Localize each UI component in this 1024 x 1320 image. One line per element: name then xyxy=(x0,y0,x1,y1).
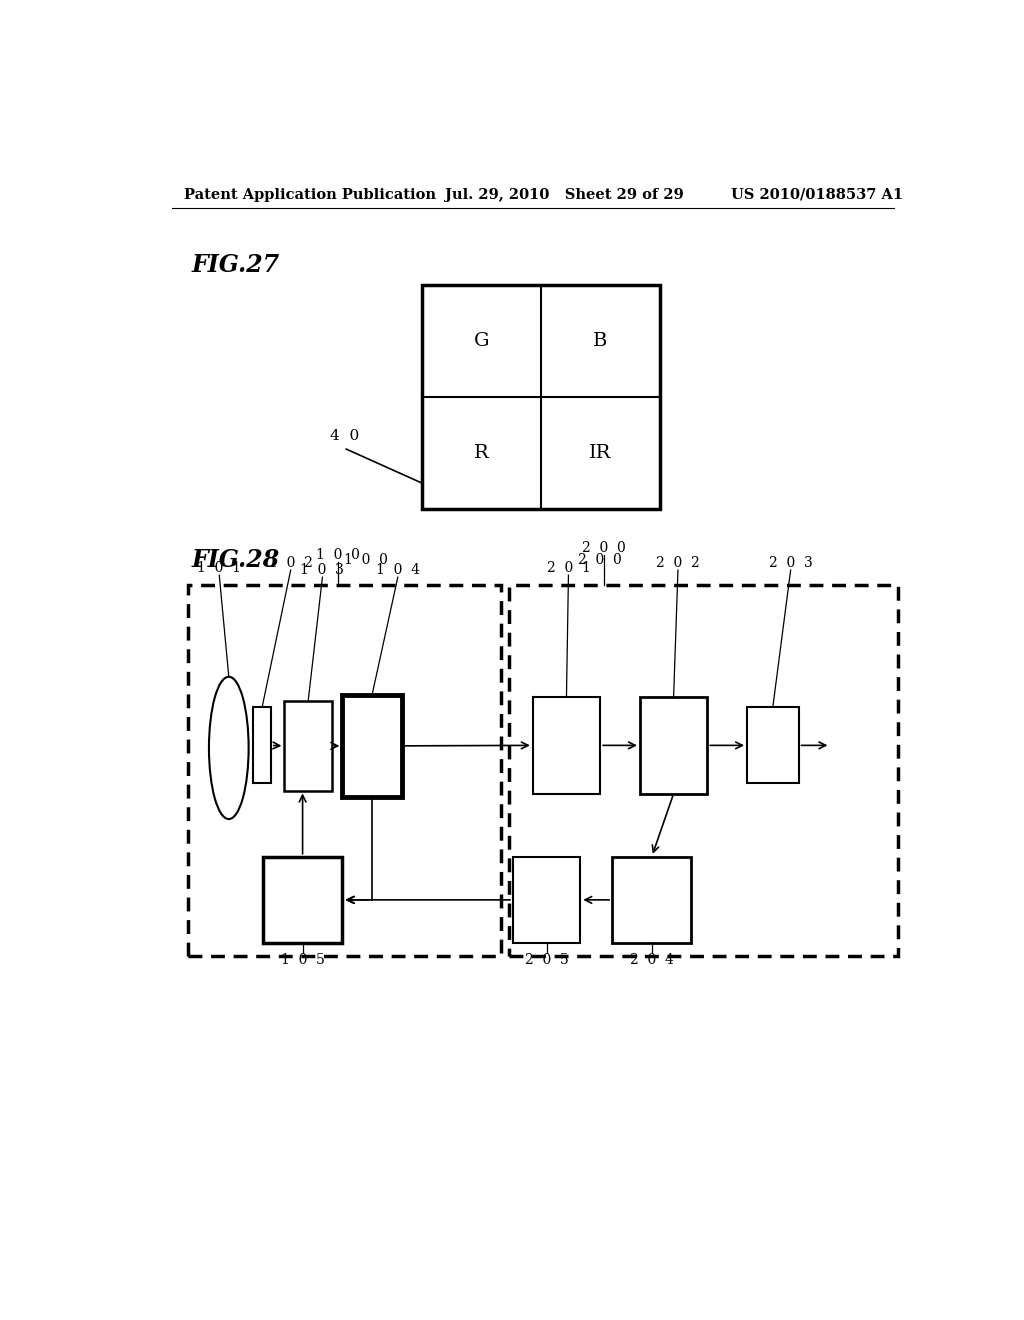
Bar xyxy=(612,857,691,942)
Text: 2  0  3: 2 0 3 xyxy=(769,556,812,570)
Text: 2  0  5: 2 0 5 xyxy=(524,953,568,968)
Bar xyxy=(422,285,659,510)
Text: 1  0  2: 1 0 2 xyxy=(268,556,312,570)
Text: B: B xyxy=(593,333,607,350)
Bar xyxy=(285,701,332,791)
Bar xyxy=(509,585,898,956)
Text: Patent Application Publication: Patent Application Publication xyxy=(183,187,435,202)
Ellipse shape xyxy=(209,677,249,818)
Text: IR: IR xyxy=(589,444,611,462)
Text: 2  0  0: 2 0 0 xyxy=(579,553,622,568)
Bar xyxy=(748,708,799,784)
Text: 2  0  0: 2 0 0 xyxy=(583,541,626,554)
Text: 1  0  0: 1 0 0 xyxy=(344,553,388,568)
Bar xyxy=(513,857,581,942)
Text: G: G xyxy=(473,333,488,350)
Text: R: R xyxy=(474,444,488,462)
Text: 1  0  5: 1 0 5 xyxy=(281,953,325,968)
Text: Jul. 29, 2010   Sheet 29 of 29: Jul. 29, 2010 Sheet 29 of 29 xyxy=(445,187,684,202)
Text: FIG.28: FIG.28 xyxy=(191,548,280,572)
Text: 4  0: 4 0 xyxy=(331,429,359,444)
Text: 1  0  3: 1 0 3 xyxy=(300,564,344,577)
Bar xyxy=(532,697,600,793)
Text: US 2010/0188537 A1: US 2010/0188537 A1 xyxy=(731,187,903,202)
Text: FIG.27: FIG.27 xyxy=(191,253,280,277)
Text: 1  0  1: 1 0 1 xyxy=(198,561,242,576)
Bar xyxy=(187,585,501,956)
Bar xyxy=(342,696,401,797)
Text: 1  0  4: 1 0 4 xyxy=(376,564,420,577)
Text: 1  0  0: 1 0 0 xyxy=(316,548,360,562)
Text: 2  0  1: 2 0 1 xyxy=(547,561,591,576)
Text: 2  0  2: 2 0 2 xyxy=(656,556,699,570)
Text: 2  0  4: 2 0 4 xyxy=(630,953,674,968)
Bar xyxy=(263,857,342,942)
Bar xyxy=(253,708,270,784)
Bar xyxy=(640,697,708,793)
